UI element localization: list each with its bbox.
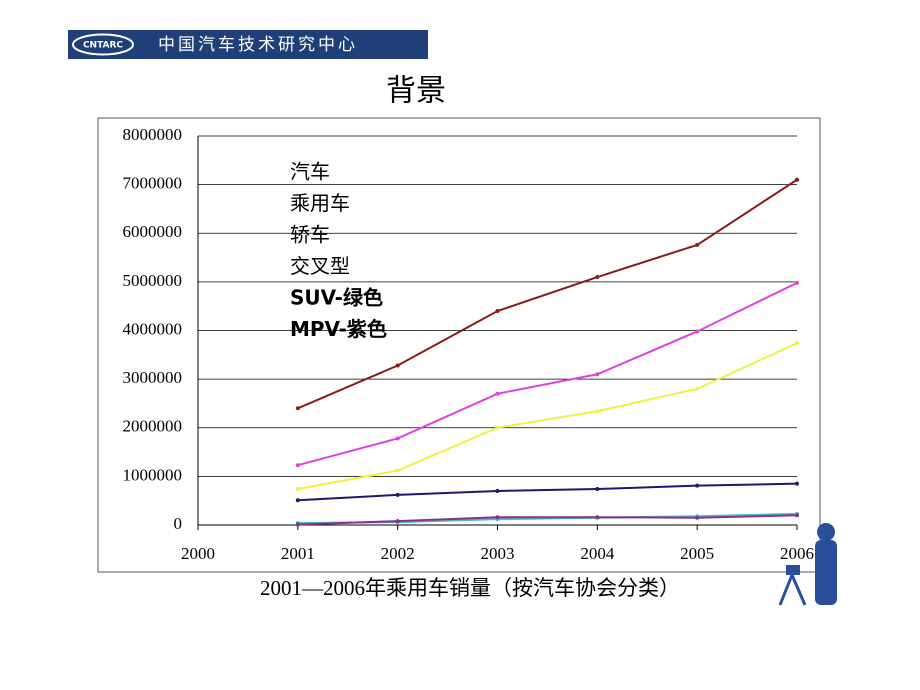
data-point <box>395 519 400 524</box>
legend-label: SUV-绿色 <box>290 286 383 310</box>
x-tick-label: 2001 <box>281 544 315 563</box>
legend-label: MPV-紫色 <box>290 317 387 341</box>
data-point <box>295 487 300 492</box>
data-point <box>595 372 600 377</box>
data-point <box>795 280 799 285</box>
header-banner <box>68 30 428 59</box>
x-tick-label: 2000 <box>181 544 215 563</box>
y-tick-label: 3000000 <box>123 368 183 387</box>
logo-text: CNTARC <box>83 41 123 51</box>
data-point <box>695 515 700 520</box>
data-point <box>295 463 300 468</box>
data-point <box>295 522 300 527</box>
legend-label: 交叉型 <box>290 254 350 278</box>
slide-title: 背景 <box>386 74 446 109</box>
chart-frame <box>97 117 821 573</box>
data-point <box>495 488 500 493</box>
organization-name: 中国汽车技术研究中心 <box>158 35 358 55</box>
data-point <box>795 481 799 486</box>
data-point <box>595 515 600 520</box>
x-tick-label: 2002 <box>381 544 415 563</box>
data-point <box>495 425 500 430</box>
data-point <box>595 275 600 280</box>
data-point <box>695 242 700 247</box>
data-point <box>495 391 500 396</box>
data-point <box>795 513 799 518</box>
series-line <box>297 482 798 502</box>
legend-label: 汽车 <box>290 160 330 184</box>
data-point <box>395 492 400 497</box>
x-axis-caption: 2001—2006年乘用车销量（按汽车协会分类） <box>260 576 680 600</box>
data-point <box>695 483 700 488</box>
data-point <box>695 386 700 391</box>
y-tick-label: 4000000 <box>123 319 183 338</box>
y-tick-label: 6000000 <box>123 222 183 241</box>
decor-figure <box>778 523 837 606</box>
y-tick-label: 0 <box>174 514 183 533</box>
legend-label: 轿车 <box>290 223 330 247</box>
series-line <box>297 514 798 526</box>
x-tick-label: 2003 <box>481 544 515 563</box>
data-point <box>695 329 700 334</box>
data-point <box>595 487 600 492</box>
y-tick-label: 7000000 <box>123 174 183 193</box>
y-tick-label: 1000000 <box>123 465 183 484</box>
x-tick-label: 2004 <box>580 544 615 563</box>
series-line <box>297 178 798 410</box>
data-point <box>795 177 799 182</box>
data-point <box>395 436 400 441</box>
y-tick-label: 5000000 <box>123 271 183 290</box>
data-point <box>595 409 600 414</box>
series-line <box>297 281 798 467</box>
data-point <box>395 468 400 473</box>
y-tick-label: 8000000 <box>123 125 183 144</box>
data-point <box>395 363 400 368</box>
data-point <box>795 341 799 346</box>
x-tick-label: 2006 <box>780 544 814 563</box>
data-point <box>495 309 500 314</box>
legend-label: 乘用车 <box>290 191 350 215</box>
data-point <box>295 498 300 503</box>
data-point <box>495 515 500 520</box>
y-tick-label: 2000000 <box>123 417 183 436</box>
data-point <box>295 406 300 411</box>
logo-oval <box>72 33 134 56</box>
x-tick-label: 2005 <box>680 544 714 563</box>
series-line <box>297 342 798 491</box>
